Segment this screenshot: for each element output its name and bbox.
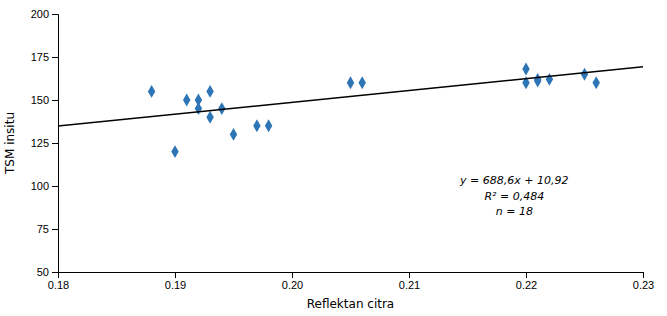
scatter-point: [546, 73, 553, 86]
y-axis: 50 75 100 125 150 175 200: [31, 8, 59, 278]
x-axis-title: Reflektan citra: [307, 297, 394, 311]
tick: 200: [31, 8, 58, 20]
axis-line: [52, 15, 59, 273]
marks: [58, 63, 643, 158]
tick: 150: [31, 94, 58, 106]
tick: 175: [31, 51, 58, 63]
tick: 100: [31, 180, 58, 192]
tick-label: 125: [31, 137, 49, 149]
tick-label: 0.20: [282, 279, 303, 291]
plot: 0.18 0.19 0.20 0.21 0.22 0.23 50 75 100 125 150 175…: [31, 8, 655, 291]
tick-mark: [52, 57, 58, 58]
scatter-point: [148, 85, 155, 98]
scatter-point: [230, 128, 237, 141]
tick-label: 0.22: [516, 279, 537, 291]
scatter-point: [206, 85, 213, 98]
chart: 0.18 0.19 0.20 0.21 0.22 0.23 50 75 100 125 150 175…: [0, 0, 667, 316]
tick-label: 150: [31, 94, 49, 106]
tick-label: 100: [31, 180, 49, 192]
tick-mark: [52, 14, 58, 15]
axis-line: [59, 273, 644, 279]
tick: 75: [37, 223, 58, 235]
tick-label: 0.18: [48, 279, 69, 291]
scatter-point: [347, 76, 354, 89]
tick-mark: [52, 229, 58, 230]
tick-label: 75: [37, 223, 49, 235]
annotation: y = 688,6x + 10,92 R² = 0,484 n = 18: [459, 174, 568, 218]
tick-label: 50: [37, 266, 49, 278]
tick-label: 175: [31, 51, 49, 63]
tick: 0.19: [165, 272, 186, 291]
scatter-point: [195, 102, 202, 115]
tick-label: 0.21: [399, 279, 420, 291]
scatter-point: [592, 76, 599, 89]
tick-label: 0.19: [165, 279, 186, 291]
tick-mark: [52, 186, 58, 187]
tick: 0.21: [399, 272, 420, 291]
regression-line: [58, 67, 643, 126]
scatter-point: [253, 119, 260, 132]
annotation-line: y = 688,6x + 10,92: [459, 174, 568, 187]
tick-mark: [526, 272, 527, 278]
scatter-point: [171, 145, 178, 158]
tick: 50: [37, 266, 58, 278]
scatter-point: [581, 68, 588, 81]
tick-mark: [409, 272, 410, 278]
scatter-point: [522, 63, 529, 76]
scatter-point: [265, 119, 272, 132]
x-axis: 0.18 0.19 0.20 0.21 0.22 0.23: [48, 272, 654, 291]
annotation-line: n = 18: [496, 205, 533, 218]
annotation-line: R² = 0,484: [484, 190, 544, 203]
y-axis-title: TSM insitu: [3, 112, 17, 175]
tick-mark: [52, 272, 58, 273]
tick-label: 200: [31, 8, 49, 20]
tick-label: 0.23: [633, 279, 654, 291]
tick: 0.23: [633, 272, 654, 291]
scatter-point: [206, 111, 213, 124]
scatter-point: [183, 94, 190, 107]
tick: 0.18: [48, 272, 69, 291]
tick: 0.22: [516, 272, 537, 291]
tick-mark: [52, 100, 58, 101]
tick: 125: [31, 137, 58, 149]
tick-mark: [52, 143, 58, 144]
scatter-point: [358, 76, 365, 89]
tick-mark: [292, 272, 293, 278]
tick-mark: [175, 272, 176, 278]
tick: 0.20: [282, 272, 303, 291]
tick-mark: [643, 272, 644, 278]
